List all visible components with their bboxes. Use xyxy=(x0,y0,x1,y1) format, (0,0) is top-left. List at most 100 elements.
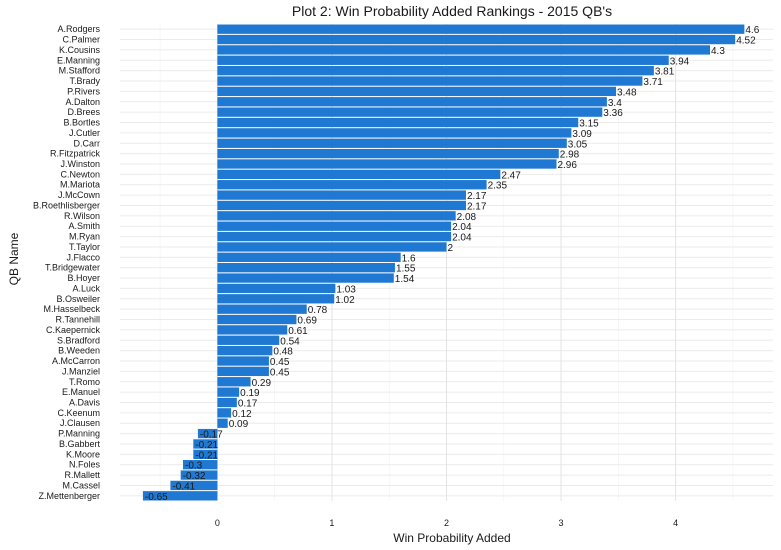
category-label: S.Bradford xyxy=(57,335,100,345)
category-label: J.Clausen xyxy=(60,418,100,428)
category-label: K.Moore xyxy=(66,449,100,459)
bar xyxy=(217,377,251,387)
category-label: C.Newton xyxy=(60,169,100,179)
category-label: M.Cassel xyxy=(62,480,100,490)
bar xyxy=(193,439,218,449)
bar xyxy=(217,397,237,408)
category-label: M.Stafford xyxy=(59,66,100,76)
data-label: 2.35 xyxy=(488,181,508,192)
bar xyxy=(197,428,218,439)
bar xyxy=(217,211,456,221)
category-label: A.Davis xyxy=(69,397,101,407)
x-axis-title: Win Probability Added xyxy=(393,531,510,545)
data-label: 2.47 xyxy=(501,170,521,181)
bar xyxy=(217,252,401,262)
bar xyxy=(217,24,745,34)
category-label: J.McCown xyxy=(58,190,100,200)
category-label: B.Bortles xyxy=(63,118,100,128)
category-label: C.Keenum xyxy=(57,408,100,418)
data-label: 2.98 xyxy=(560,150,580,161)
data-label: 2.04 xyxy=(452,222,472,233)
bar xyxy=(217,138,567,148)
y-axis-title: QB Name xyxy=(7,232,21,285)
data-labels: 4.64.524.33.943.813.713.483.43.363.153.0… xyxy=(145,25,760,503)
category-label: D.Carr xyxy=(74,138,101,148)
data-label: 0.45 xyxy=(270,367,290,378)
data-label: 0.78 xyxy=(308,305,328,316)
data-label: 2 xyxy=(448,243,454,254)
data-label: 0.29 xyxy=(252,378,272,389)
category-label: R.Mallett xyxy=(64,470,100,480)
category-label: T.Brady xyxy=(69,76,100,86)
category-label: J.Winston xyxy=(60,159,100,169)
data-label: -0.3 xyxy=(185,461,203,472)
bar xyxy=(217,221,452,231)
bar xyxy=(217,418,228,428)
category-label: J.Cutler xyxy=(69,128,100,138)
bar xyxy=(217,86,617,97)
data-label: -0.65 xyxy=(145,492,168,503)
data-label: 2.17 xyxy=(467,201,487,212)
bar xyxy=(217,55,669,65)
data-label: 0.17 xyxy=(238,398,258,409)
data-label: 0.48 xyxy=(273,347,293,358)
category-label: A.Smith xyxy=(68,221,100,231)
bar xyxy=(217,128,572,138)
data-label: 0.54 xyxy=(280,336,300,347)
data-label: -0.41 xyxy=(172,481,195,492)
bar xyxy=(217,356,269,366)
x-axis-ticks: 0 1 2 3 4 xyxy=(215,518,678,528)
bar xyxy=(183,460,218,470)
data-label: 0.19 xyxy=(240,388,260,399)
bar xyxy=(170,480,218,491)
data-label: 0.12 xyxy=(232,409,252,420)
data-label: 3.81 xyxy=(655,67,675,78)
x-tick-label: 3 xyxy=(559,518,564,528)
data-label: 3.71 xyxy=(643,77,663,88)
category-label: K.Cousins xyxy=(59,45,101,55)
x-tick-label: 1 xyxy=(329,518,334,528)
bar xyxy=(217,169,501,180)
category-label: M.Ryan xyxy=(69,232,100,242)
bar xyxy=(217,231,452,242)
bar xyxy=(217,263,395,273)
category-label: B.Weeden xyxy=(58,346,100,356)
category-label: Z.Mettenberger xyxy=(38,491,100,501)
bar xyxy=(217,387,240,397)
bar xyxy=(217,314,297,325)
category-label: P.Rivers xyxy=(67,86,100,96)
data-label: 1.6 xyxy=(402,253,416,264)
bar xyxy=(217,366,269,377)
bar xyxy=(217,65,654,76)
bar xyxy=(217,345,273,356)
category-label: A.Rodgers xyxy=(57,24,100,34)
bar xyxy=(217,294,335,304)
category-label: T.Bridgewater xyxy=(45,263,100,273)
data-label: 0.61 xyxy=(288,326,308,337)
bar xyxy=(217,159,557,169)
category-label: J.Flacco xyxy=(66,252,100,262)
data-label: 3.05 xyxy=(568,139,588,150)
data-label: 2.04 xyxy=(452,233,472,244)
category-label: B.Hoyer xyxy=(67,273,100,283)
category-label: B.Gabbert xyxy=(59,439,101,449)
category-label: D.Brees xyxy=(67,107,100,117)
bar xyxy=(180,470,218,480)
category-label: R.Fitzpatrick xyxy=(50,149,101,159)
data-label: 1.55 xyxy=(396,264,416,275)
bar xyxy=(217,107,603,117)
category-label: T.Romo xyxy=(69,377,100,387)
bars xyxy=(142,24,745,501)
category-label: T.Taylor xyxy=(69,242,100,252)
chart-title: Plot 2: Win Probability Added Rankings -… xyxy=(292,3,612,19)
data-label: 3.4 xyxy=(608,98,622,109)
bar xyxy=(217,190,466,200)
data-label: -0.32 xyxy=(183,471,206,482)
category-labels: A.RodgersC.PalmerK.CousinsE.ManningM.Sta… xyxy=(33,24,101,501)
data-label: 1.03 xyxy=(336,284,356,295)
data-label: -0.17 xyxy=(200,430,223,441)
data-label: 3.48 xyxy=(617,87,637,98)
bar xyxy=(217,148,559,159)
bar xyxy=(217,45,710,55)
